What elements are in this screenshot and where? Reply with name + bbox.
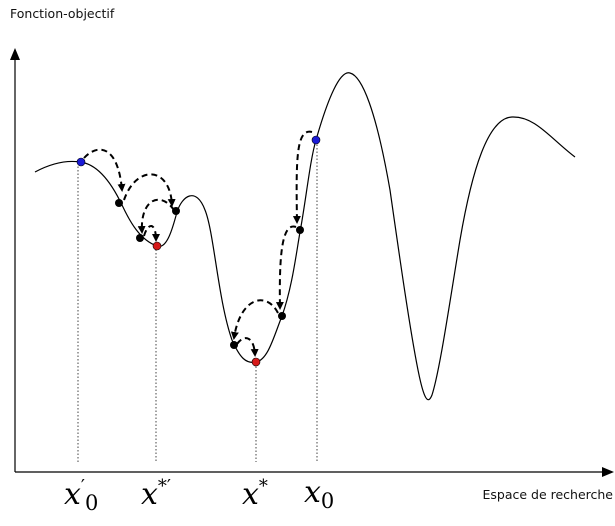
step-point xyxy=(296,226,304,234)
label-x0-prime: x′0 xyxy=(64,476,99,515)
label-x-star-prime: x*′ xyxy=(141,476,172,512)
step-point xyxy=(172,207,180,215)
step-point xyxy=(278,312,286,320)
label-x0: x0 xyxy=(304,475,335,513)
objective-curve xyxy=(34,72,576,401)
hop-arrow xyxy=(236,337,259,357)
step-point xyxy=(136,234,144,242)
start-point-x0-prime xyxy=(76,157,86,167)
hop-arrow xyxy=(292,130,313,224)
local-optimum-point xyxy=(152,241,162,251)
y-axis-title: Fonction-objectif xyxy=(10,6,115,21)
hop-arrow xyxy=(137,198,175,234)
step-point xyxy=(230,341,238,349)
start-point-x0 xyxy=(311,135,321,145)
global-optimum-point xyxy=(251,357,261,367)
step-point xyxy=(115,199,123,207)
hop-arrow xyxy=(230,299,279,340)
hop-arrow xyxy=(123,173,176,207)
hop-arrow xyxy=(143,225,160,242)
hop-arrow xyxy=(275,225,297,310)
hop-arrow xyxy=(83,148,126,192)
label-x-star: x* xyxy=(242,476,268,512)
x-axis-title: Espace de recherche xyxy=(482,487,613,502)
